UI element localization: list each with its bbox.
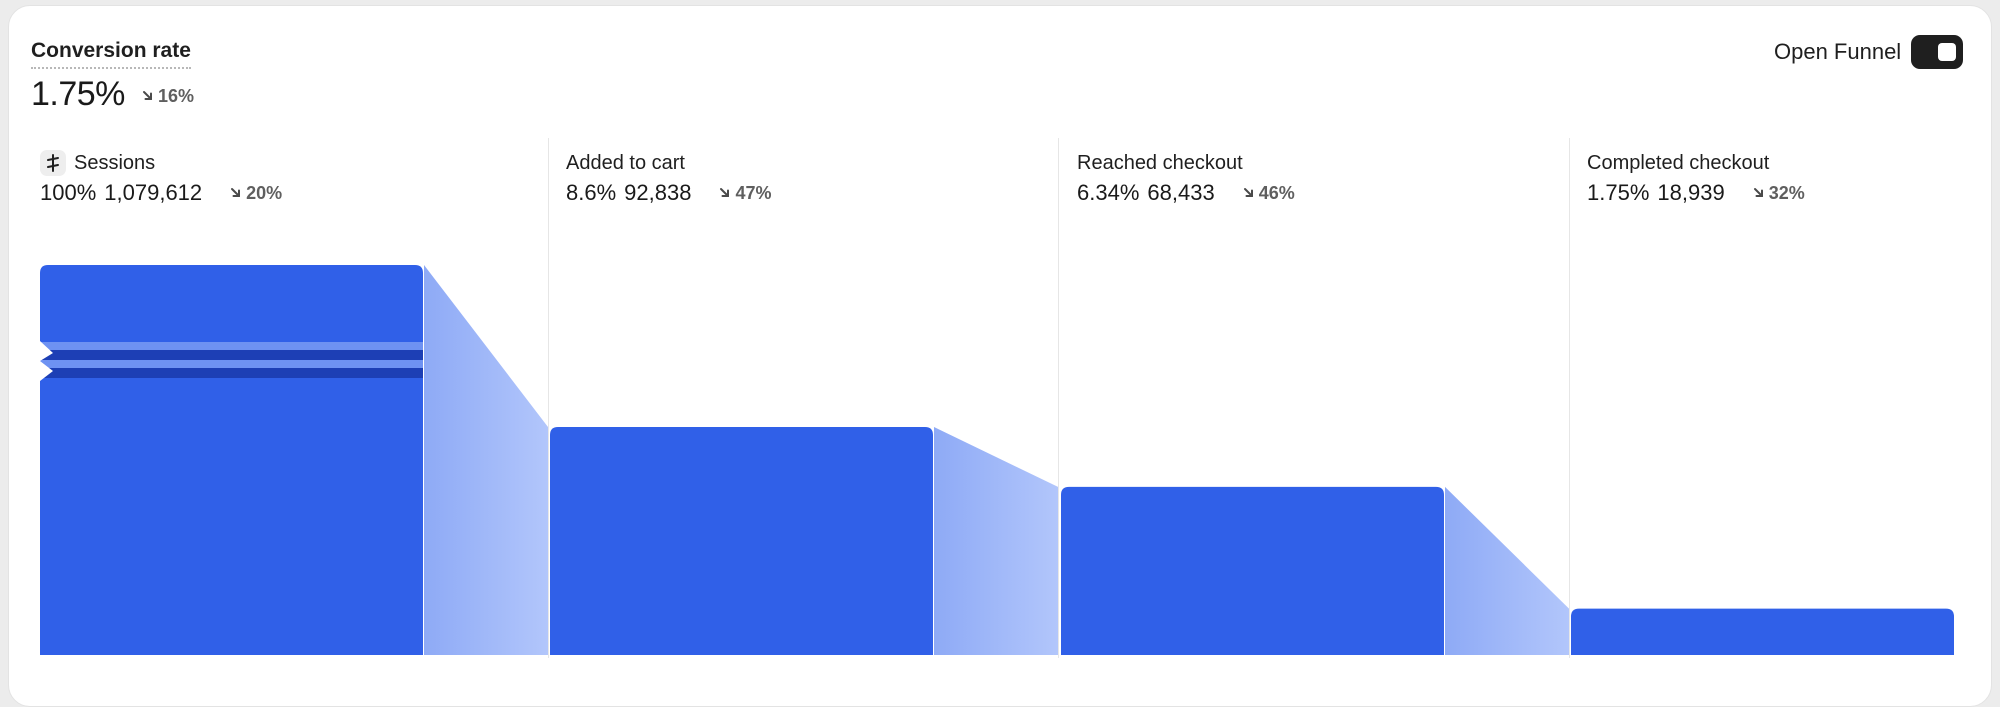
metric-delta: 16% [142, 87, 194, 105]
column-divider [1569, 138, 1570, 658]
funnel-dropoff[interactable] [934, 427, 1058, 655]
step-percent: 8.6% [566, 180, 617, 205]
axis-break-notch [40, 341, 53, 381]
step-delta-value: 20% [246, 183, 283, 203]
step-delta-value: 46% [1258, 183, 1295, 203]
step-name: Added to cart [566, 152, 685, 174]
arrow-down-right-icon [1753, 188, 1763, 197]
metric-value: 1.75% [31, 75, 125, 113]
column-divider [548, 138, 549, 658]
step-percent: 6.34% [1077, 180, 1140, 205]
step-delta: 20% [230, 184, 282, 202]
step-name: Completed checkout [1587, 152, 1770, 174]
axis-break-stripe [40, 342, 423, 350]
arrow-down-right-icon [231, 188, 241, 197]
step-percent: 100% [40, 180, 97, 205]
step-count: 18,939 [1657, 180, 1725, 205]
step-delta-value: 47% [735, 183, 772, 203]
funnel-dropoff[interactable] [424, 265, 548, 655]
funnel-bar[interactable] [1061, 486, 1444, 655]
step-added-to-cart: Added to cart 8.6% 92,838 47% [566, 150, 771, 204]
arrow-down-right-icon [1243, 188, 1253, 197]
step-delta: 32% [1753, 184, 1805, 202]
step-delta: 46% [1243, 184, 1295, 202]
step-name: Sessions [74, 152, 156, 174]
column-divider [1058, 138, 1059, 658]
open-funnel-toggle[interactable] [1911, 35, 1963, 69]
sessions-icon [40, 150, 66, 176]
step-sessions: Sessions 100% 1,079,612 20% [40, 150, 282, 204]
axis-break-stripe [40, 368, 423, 378]
axis-break-stripe [40, 360, 423, 368]
funnel-bar[interactable] [550, 427, 933, 655]
step-percent: 1.75% [1587, 180, 1650, 205]
step-count: 68,433 [1147, 180, 1215, 205]
arrow-down-right-icon [720, 188, 730, 197]
step-delta-value: 32% [1768, 183, 1805, 203]
open-funnel-label: Open Funnel [1774, 39, 1902, 64]
funnel-dropoff[interactable] [1445, 486, 1569, 655]
step-reached-checkout: Reached checkout 6.34% 68,433 46% [1077, 150, 1295, 204]
axis-break-stripe [40, 350, 423, 360]
step-name: Reached checkout [1077, 152, 1243, 174]
metric-title[interactable]: Conversion rate [31, 40, 191, 69]
step-completed-checkout: Completed checkout 1.75% 18,939 32% [1587, 150, 1805, 204]
step-delta: 47% [719, 184, 771, 202]
step-count: 1,079,612 [104, 180, 203, 205]
funnel-chart [40, 265, 1954, 655]
metric-delta-value: 16% [158, 86, 195, 106]
funnel-bar[interactable] [40, 265, 423, 655]
step-count: 92,838 [624, 180, 692, 205]
funnel-bar[interactable] [1571, 608, 1954, 655]
arrow-down-right-icon [143, 91, 152, 100]
toggle-knob [1938, 43, 1956, 61]
